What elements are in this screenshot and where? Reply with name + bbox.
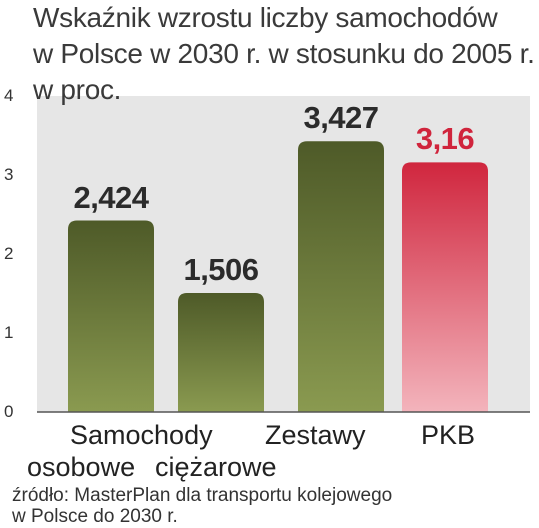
y-tick-label-3: 3 bbox=[4, 165, 14, 184]
chart-title-line-3: w proc. bbox=[33, 74, 122, 105]
y-tick-label-2: 2 bbox=[4, 244, 14, 263]
y-tick-label-1: 1 bbox=[4, 323, 14, 342]
chart-title-line-1: Wskaźnik wzrostu liczby samochodów bbox=[33, 2, 498, 33]
category-label-ciezarowe: ciężarowe bbox=[155, 452, 277, 482]
bar-1 bbox=[68, 220, 154, 412]
y-tick-label-0: 0 bbox=[4, 402, 14, 421]
category-label-samochody: Samochody bbox=[70, 420, 213, 450]
bar-3 bbox=[298, 141, 384, 412]
value-label-4: 3,16 bbox=[415, 121, 475, 157]
chart-title-line-2: w Polsce w 2030 r. w stosunku do 2005 r. bbox=[33, 38, 535, 69]
value-label-1: 2,424 bbox=[73, 179, 149, 215]
bar-2 bbox=[178, 293, 264, 412]
value-label-2: 1,506 bbox=[183, 252, 259, 288]
source-line-2: w Polsce do 2030 r. bbox=[12, 506, 178, 527]
bar-4 bbox=[402, 162, 488, 412]
value-label-3: 3,427 bbox=[303, 100, 379, 136]
category-label-zestawy: Zestawy bbox=[265, 420, 366, 450]
y-tick-label-4: 4 bbox=[4, 86, 14, 105]
category-label-pkb: PKB bbox=[421, 420, 476, 450]
bars-group bbox=[68, 141, 488, 412]
source-line-1: źródło: MasterPlan dla transportu kolejo… bbox=[12, 485, 393, 506]
category-label-osobowe: osobowe bbox=[27, 452, 136, 482]
